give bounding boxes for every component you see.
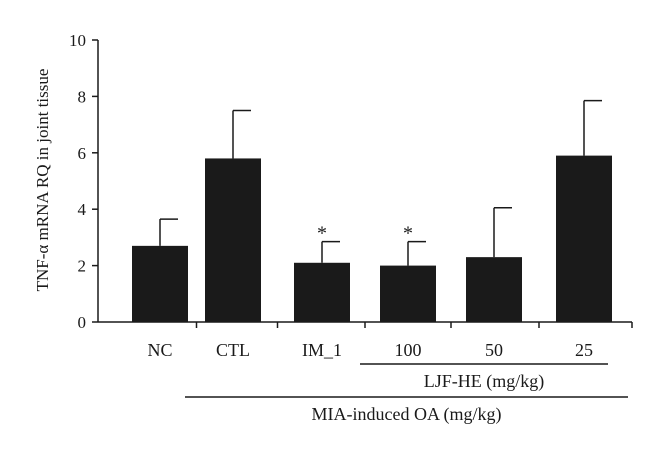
- y-tick-label: 10: [69, 31, 86, 50]
- labels-layer: 0 2 4 6 8 10 NC CTL * IM_1 * 100 50 25 LJF-HE (mg/kg) M…: [69, 31, 593, 425]
- category-label-NC: NC: [147, 340, 172, 360]
- y-tick-label: 2: [78, 257, 87, 276]
- category-label-50: 50: [485, 340, 503, 360]
- significance-star: *: [317, 223, 327, 245]
- category-label-25: 25: [575, 340, 593, 360]
- significance-star: *: [403, 223, 413, 245]
- y-tick-label: 8: [78, 87, 87, 106]
- bar-IM_1: [294, 262, 350, 322]
- category-label-CTL: CTL: [216, 340, 250, 360]
- category-label-100: 100: [395, 340, 422, 360]
- y-tick-label: 6: [78, 144, 87, 163]
- bars-layer: [132, 155, 612, 322]
- group-label: LJF-HE (mg/kg): [424, 371, 545, 392]
- bar-50: [466, 257, 522, 322]
- bar-100: [380, 265, 436, 322]
- bar-CTL: [205, 158, 261, 322]
- axis-layer: [92, 39, 633, 398]
- y-axis-label: TNF-α mRNA RQ in joint tissue: [33, 69, 52, 292]
- bar-NC: [132, 245, 188, 322]
- category-label-IM_1: IM_1: [302, 340, 342, 360]
- y-tick-label: 4: [78, 200, 87, 219]
- y-tick-label: 0: [78, 313, 87, 332]
- error-bars-layer: [159, 99, 602, 266]
- group-label: MIA-induced OA (mg/kg): [312, 404, 502, 425]
- bar-25: [556, 155, 612, 322]
